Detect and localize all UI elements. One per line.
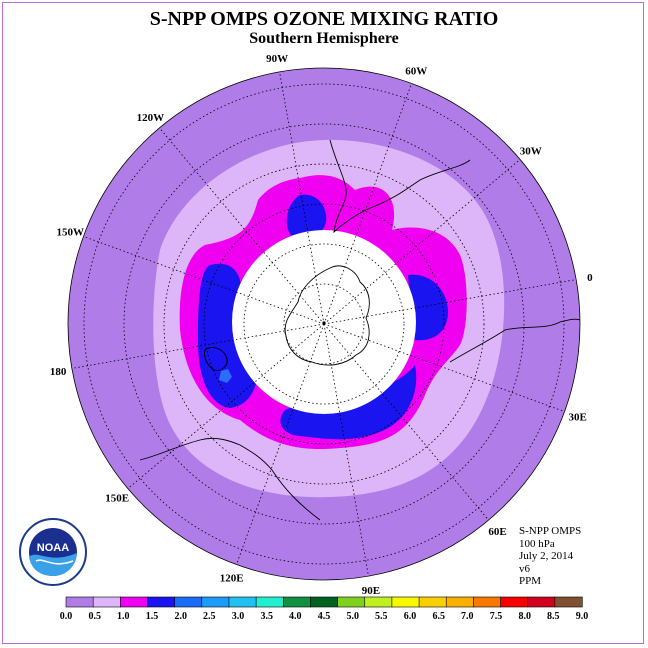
latitude-ring bbox=[83, 83, 565, 565]
colorbar-tick-label: 0.0 bbox=[60, 611, 73, 622]
noaa-logo-icon: NOAA bbox=[18, 517, 88, 587]
map-title: S-NPP OMPS OZONE MIXING RATIO bbox=[149, 8, 499, 30]
info-version: v6 bbox=[519, 562, 530, 575]
longitude-label: 90E bbox=[362, 585, 380, 597]
colorbar-tick-label: 6.0 bbox=[404, 611, 417, 622]
colorbar-tick-label: 5.0 bbox=[346, 611, 359, 622]
coast-south-america bbox=[329, 139, 471, 234]
band-1-5-west bbox=[198, 263, 260, 408]
colorbar-tick-label: 5.5 bbox=[375, 611, 388, 622]
meridian-line bbox=[323, 323, 369, 577]
meridian-line bbox=[159, 127, 325, 325]
colorbar-tick-label: 2.5 bbox=[203, 611, 216, 622]
colorbar-swatch bbox=[473, 596, 502, 608]
colorbar-swatch bbox=[445, 596, 474, 608]
colorbar: 0.0 0.5 1.0 1.5 2.0 2.5 3.0 3.5 4.0 4.5 5.0 5.5 6.0 6… bbox=[60, 596, 589, 622]
coast-australia bbox=[139, 437, 321, 521]
colorbar-swatch bbox=[310, 596, 339, 608]
meridian-line bbox=[323, 159, 521, 325]
coast-antarctica bbox=[284, 265, 370, 366]
colorbar-tick-label: 4.0 bbox=[289, 611, 302, 622]
colorbar-tick-label: 7.5 bbox=[490, 611, 503, 622]
meridian-line bbox=[83, 236, 325, 325]
colorbar-swatch bbox=[65, 596, 94, 608]
longitude-label: 150W bbox=[57, 227, 85, 239]
meridian-line bbox=[236, 323, 325, 565]
latitude-ring bbox=[163, 163, 485, 485]
latitude-ring bbox=[203, 203, 445, 445]
longitude-label: 90W bbox=[266, 53, 288, 65]
colorbar-tick-label: 3.5 bbox=[260, 611, 273, 622]
band-1-5-east bbox=[408, 274, 448, 341]
meridian-line bbox=[323, 279, 577, 325]
info-block: S-NPP OMPS 100 hPa July 2, 2014 v6 PPM bbox=[519, 525, 581, 588]
colorbar-swatch bbox=[228, 596, 257, 608]
colorbar-tick-label: 9.0 bbox=[576, 611, 589, 622]
coast-africa bbox=[449, 318, 580, 363]
meridian-line bbox=[323, 323, 489, 521]
colorbar-swatch bbox=[92, 596, 121, 608]
south-pole-marker bbox=[322, 321, 326, 325]
meridian-line bbox=[323, 323, 565, 412]
coastlines bbox=[139, 139, 580, 521]
colorbar-swatch bbox=[337, 596, 366, 608]
colorbar-tick-label: 1.0 bbox=[117, 611, 130, 622]
colorbar-swatch bbox=[282, 596, 312, 608]
info-units: PPM bbox=[519, 575, 542, 587]
meridian-line bbox=[127, 323, 325, 489]
colorbar-swatch bbox=[255, 596, 284, 608]
colorbar-tick-label: 8.5 bbox=[547, 611, 560, 622]
colorbar-swatch bbox=[120, 596, 149, 608]
colorbar-swatch bbox=[527, 596, 556, 608]
graticule bbox=[71, 71, 577, 577]
colorbar-tick-label: 0.5 bbox=[88, 611, 101, 622]
colorbar-swatch bbox=[391, 596, 420, 608]
colorbar-tick-label: 8.0 bbox=[518, 611, 531, 622]
longitude-label: 120E bbox=[220, 573, 244, 585]
colorbar-swatch bbox=[364, 596, 393, 608]
ozone-field bbox=[68, 68, 580, 580]
longitude-label: 0 bbox=[587, 272, 593, 284]
longitude-label: 180 bbox=[50, 366, 67, 378]
map-boundary bbox=[67, 67, 581, 581]
band-2-0-spot bbox=[219, 369, 232, 383]
longitude-label: 60W bbox=[405, 65, 427, 77]
meridian-line bbox=[323, 83, 412, 325]
longitude-label: 150E bbox=[105, 493, 129, 505]
colorbar-swatch bbox=[418, 596, 447, 608]
colorbar-swatch bbox=[147, 596, 176, 608]
band-1-5-north bbox=[286, 194, 327, 239]
latitude-ring bbox=[283, 283, 365, 365]
map-subtitle: Southern Hemisphere bbox=[249, 30, 399, 47]
colorbar-swatch bbox=[554, 596, 583, 608]
info-date: July 2, 2014 bbox=[519, 550, 574, 562]
longitude-labels: 90W 60W 30W 0 30E 60E 90E 120E 150E 180 150W 120W bbox=[50, 53, 593, 597]
noaa-logo-text: NOAA bbox=[37, 542, 69, 554]
latitude-ring bbox=[123, 123, 525, 525]
colorbar-tick-label: 3.0 bbox=[232, 611, 245, 622]
colorbar-swatch bbox=[201, 596, 230, 608]
info-level: 100 hPa bbox=[519, 537, 555, 550]
coast-new-zealand bbox=[204, 347, 228, 371]
colorbar-tick-label: 2.0 bbox=[174, 611, 187, 622]
colorbar-tick-label: 4.5 bbox=[318, 611, 331, 622]
longitude-label: 60E bbox=[488, 526, 506, 538]
longitude-label: 120W bbox=[137, 112, 165, 124]
meridian-line bbox=[279, 71, 325, 325]
info-instrument: S-NPP OMPS bbox=[519, 525, 582, 537]
meridian-line bbox=[71, 323, 325, 369]
colorbar-tick-label: 1.5 bbox=[146, 611, 159, 622]
colorbar-swatch bbox=[174, 596, 203, 608]
colorbar-tick-label: 7.0 bbox=[461, 611, 474, 622]
colorbar-swatch bbox=[500, 596, 529, 608]
longitude-label: 30W bbox=[520, 145, 542, 157]
colorbar-tick-label: 6.5 bbox=[432, 611, 445, 622]
longitude-label: 30E bbox=[569, 411, 587, 423]
latitude-ring bbox=[243, 243, 405, 405]
